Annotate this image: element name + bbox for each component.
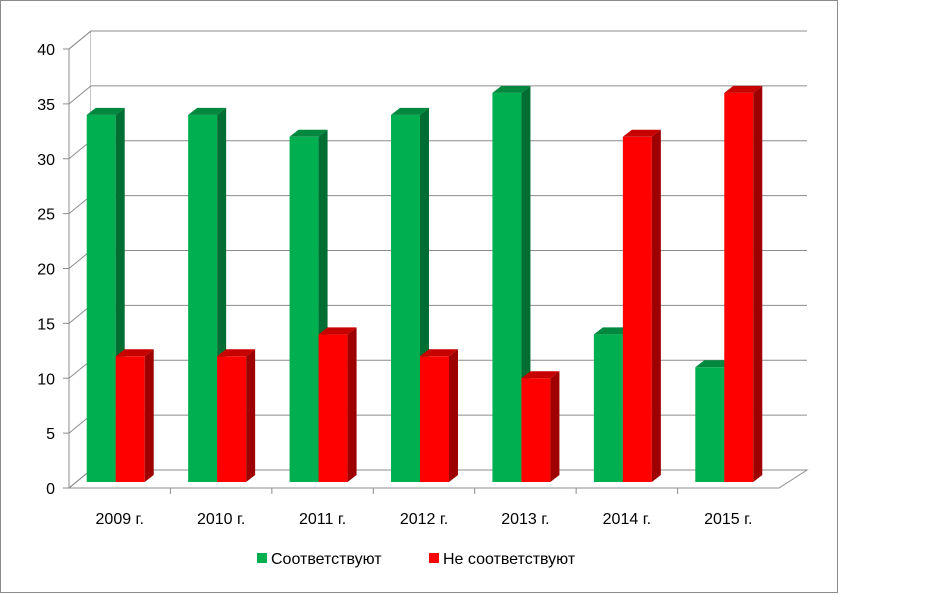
y-tick-label: 35: [37, 97, 55, 114]
bar-front: [86, 114, 116, 482]
x-tick-label: 2011 г.: [299, 511, 346, 528]
x-tick-label: 2014 г.: [603, 511, 651, 528]
bar-top: [521, 371, 560, 379]
x-tick-label: 2015 г.: [704, 511, 752, 528]
bar-side: [246, 349, 256, 482]
bar-side: [753, 85, 763, 483]
y-tick-label: 15: [37, 316, 55, 333]
legend-label: Не соответствуют: [443, 551, 576, 568]
bar-side: [347, 327, 357, 482]
bar-series2: [318, 327, 357, 482]
bar-front: [217, 356, 247, 482]
bar-top: [593, 327, 632, 335]
bar-front: [521, 378, 551, 482]
y-tick-label: 0: [46, 481, 55, 498]
bar-top: [115, 349, 154, 357]
bar-front: [318, 334, 348, 482]
bar-series2: [217, 349, 256, 482]
bar-front: [695, 367, 725, 482]
bar-top: [724, 85, 763, 93]
bar-series2: [622, 129, 661, 483]
bar-top: [86, 107, 125, 115]
legend-label: Соответствуют: [271, 551, 382, 568]
y-axis-tick-labels: 0 5 10 15 20 25 30 35 40: [37, 42, 55, 498]
chart-frame: 0 5 10 15 20 25 30 35 40 2009 г. 2010 г. 2011 г. 20…: [0, 0, 838, 593]
bar-top: [217, 349, 256, 357]
legend-swatch: [257, 553, 267, 563]
bar-front: [115, 356, 145, 482]
x-tick-label: 2010 г.: [197, 511, 245, 528]
axes: [63, 48, 779, 494]
bar-front: [391, 114, 420, 482]
bar-side: [449, 349, 458, 482]
y-tick-label: 25: [37, 207, 55, 224]
bars: [86, 85, 763, 483]
y-tick-label: 30: [37, 152, 55, 169]
legend: Соответствуют Не соответствуют: [257, 551, 576, 568]
y-tick-label: 20: [37, 262, 55, 279]
bar-series1: [86, 107, 125, 482]
bar-series1: [492, 85, 531, 483]
gridline-diagonal: [68, 30, 92, 50]
gridline-diagonal: [68, 85, 92, 105]
x-tick-label: 2009 г.: [96, 511, 144, 528]
bar-front: [622, 136, 652, 483]
bar-front: [724, 92, 754, 483]
bar-top: [622, 129, 661, 137]
bar-series2: [724, 85, 763, 483]
bar-front: [289, 136, 319, 483]
bar-series2: [521, 371, 560, 482]
bar-front: [420, 356, 449, 482]
bar-top: [391, 107, 429, 115]
bar-top: [695, 360, 734, 368]
bar-side: [651, 129, 661, 483]
bar-series2: [115, 349, 154, 482]
legend-swatch: [429, 553, 439, 563]
bar-series2: [420, 349, 458, 482]
bar-top: [188, 107, 227, 115]
bar-top: [289, 129, 328, 137]
y-tick-label: 40: [37, 42, 55, 59]
x-tick-label: 2013 г.: [501, 511, 549, 528]
bar-front: [492, 92, 522, 483]
bar-side: [550, 371, 560, 482]
bar-side: [144, 349, 154, 482]
y-tick-label: 10: [37, 371, 55, 388]
x-tick-label: 2012 г.: [400, 511, 448, 528]
x-axis-tick-labels: 2009 г. 2010 г. 2011 г. 2012 г. 2013 г. 2014 …: [96, 511, 753, 528]
bar-top: [420, 349, 458, 357]
bar-top: [492, 85, 531, 93]
bar-top: [318, 327, 357, 335]
bar-front: [188, 114, 218, 482]
bar-front: [593, 334, 623, 482]
y-tick-label: 5: [46, 426, 55, 443]
